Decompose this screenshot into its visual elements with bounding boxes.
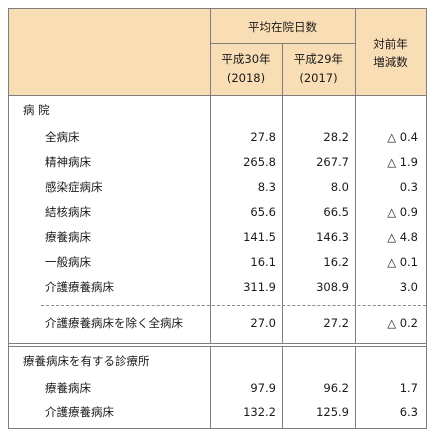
- row-label: 療養病床: [45, 230, 91, 244]
- value-2018: 141.5: [243, 230, 276, 244]
- value-change: 3.0: [399, 280, 418, 294]
- value-change: △ 0.4: [387, 130, 418, 144]
- column-divider-label-hospital: [210, 95, 211, 343]
- clinic-section-title: 療養病床を有する診療所: [23, 354, 150, 368]
- value-2017: 28.2: [323, 130, 349, 144]
- row-label: 全病床: [45, 130, 80, 144]
- header-subdivider: [210, 43, 355, 44]
- value-2017: 125.9: [316, 405, 349, 419]
- value-2018: 27.8: [250, 130, 276, 144]
- value-2017: 96.2: [323, 381, 349, 395]
- row-label: 介護療養病床を除く全病床: [45, 316, 183, 330]
- value-2018: 97.9: [250, 381, 276, 395]
- column-divider-2017: [355, 9, 356, 343]
- value-change: △ 4.8: [387, 230, 418, 244]
- value-change: △ 0.1: [387, 255, 418, 269]
- row-label: 介護療養病床: [45, 280, 114, 294]
- change-header-line1: 対前年: [373, 37, 408, 51]
- value-2017: 146.3: [316, 230, 349, 244]
- value-2018: 8.3: [257, 180, 276, 194]
- row-label: 精神病床: [45, 155, 91, 169]
- column-divider-2017-clinic: [355, 347, 356, 428]
- value-2017: 308.9: [316, 280, 349, 294]
- value-2018: 16.1: [250, 255, 276, 269]
- value-2017: 267.7: [316, 155, 349, 169]
- hospital-section-title: 病 院: [23, 103, 50, 117]
- value-change: 0.3: [399, 180, 418, 194]
- col-2018-header-line1: 平成30年: [221, 52, 271, 66]
- table-header: [9, 9, 426, 96]
- value-2017: 8.0: [330, 180, 349, 194]
- value-2018: 132.2: [243, 405, 276, 419]
- value-2018: 27.0: [250, 316, 276, 330]
- column-divider-2018: [282, 43, 283, 343]
- col-2018-header-line2: (2018): [226, 71, 266, 85]
- value-2017: 66.5: [323, 205, 349, 219]
- value-2017: 16.2: [323, 255, 349, 269]
- column-divider-label-clinic: [210, 347, 211, 428]
- header-divider-label: [210, 9, 211, 95]
- value-2018: 311.9: [243, 280, 276, 294]
- row-label: 介護療養病床: [45, 405, 114, 419]
- section-separator: [9, 343, 426, 347]
- avg-stay-header: 平均在院日数: [248, 20, 317, 34]
- dashed-separator: [41, 305, 426, 306]
- row-label: 感染症病床: [45, 180, 103, 194]
- value-change: 1.7: [399, 381, 418, 395]
- change-header-line2: 増減数: [373, 55, 408, 69]
- col-2017-header-line2: (2017): [299, 71, 338, 85]
- statistics-table: 平均在院日数 平成30年 (2018) 平成29年 (2017) 対前年 増減数…: [8, 8, 427, 429]
- value-2018: 65.6: [250, 205, 276, 219]
- value-change: △ 0.9: [387, 205, 418, 219]
- value-2017: 27.2: [323, 316, 349, 330]
- row-label: 療養病床: [45, 381, 91, 395]
- value-2018: 265.8: [243, 155, 276, 169]
- value-change: 6.3: [399, 405, 418, 419]
- column-divider-2018-clinic: [282, 347, 283, 428]
- row-label: 一般病床: [45, 255, 91, 269]
- row-label: 結核病床: [45, 205, 91, 219]
- value-change: △ 1.9: [387, 155, 418, 169]
- col-2017-header-line1: 平成29年: [293, 52, 344, 66]
- value-change: △ 0.2: [387, 316, 418, 330]
